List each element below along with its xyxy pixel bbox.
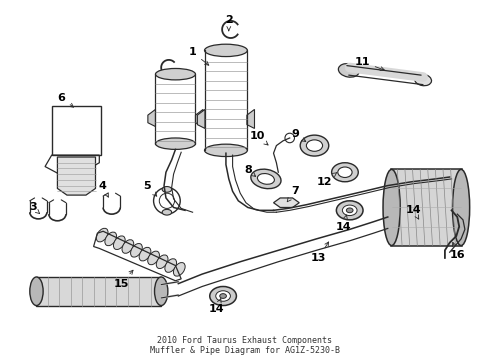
Ellipse shape: [122, 240, 133, 253]
Ellipse shape: [156, 255, 168, 269]
Ellipse shape: [306, 140, 322, 151]
Ellipse shape: [155, 68, 195, 80]
Polygon shape: [195, 109, 203, 127]
Text: 2: 2: [224, 15, 232, 31]
Ellipse shape: [147, 251, 159, 265]
Ellipse shape: [451, 170, 468, 246]
Polygon shape: [246, 109, 254, 129]
Text: 16: 16: [448, 242, 464, 260]
Ellipse shape: [257, 174, 274, 184]
Ellipse shape: [419, 215, 426, 219]
Polygon shape: [273, 198, 299, 207]
Ellipse shape: [30, 277, 43, 306]
Ellipse shape: [204, 144, 247, 157]
Ellipse shape: [162, 210, 171, 215]
Ellipse shape: [337, 167, 351, 177]
Text: 10: 10: [249, 131, 267, 145]
Polygon shape: [57, 157, 95, 195]
Ellipse shape: [346, 208, 352, 213]
Ellipse shape: [415, 212, 429, 222]
Text: 2010 Ford Taurus Exhaust Components
Muffler & Pipe Diagram for AG1Z-5230-B: 2010 Ford Taurus Exhaust Components Muff…: [149, 336, 339, 355]
Ellipse shape: [414, 74, 430, 86]
Ellipse shape: [173, 262, 185, 276]
Text: 12: 12: [316, 172, 336, 187]
Bar: [52, 105, 101, 155]
Polygon shape: [147, 109, 155, 127]
Ellipse shape: [300, 135, 328, 156]
Ellipse shape: [113, 236, 125, 249]
Text: 4: 4: [98, 181, 108, 197]
Ellipse shape: [219, 294, 226, 298]
Ellipse shape: [209, 287, 236, 306]
Bar: [36, 277, 161, 306]
Text: 14: 14: [405, 205, 421, 219]
Text: 7: 7: [286, 186, 299, 202]
Ellipse shape: [409, 207, 435, 226]
Text: 8: 8: [244, 165, 255, 176]
Text: 11: 11: [354, 57, 384, 71]
Text: 13: 13: [310, 242, 328, 263]
Ellipse shape: [382, 170, 399, 246]
Ellipse shape: [162, 186, 171, 192]
Ellipse shape: [215, 291, 230, 301]
Ellipse shape: [104, 232, 116, 246]
Polygon shape: [197, 109, 204, 129]
Ellipse shape: [164, 259, 176, 273]
Ellipse shape: [130, 243, 142, 257]
Bar: [390, 170, 461, 246]
Ellipse shape: [204, 44, 247, 57]
Text: 9: 9: [291, 129, 305, 141]
Text: 14: 14: [335, 215, 350, 231]
Text: 15: 15: [113, 270, 133, 289]
Ellipse shape: [155, 138, 195, 149]
Ellipse shape: [154, 277, 167, 306]
Ellipse shape: [250, 169, 281, 189]
Ellipse shape: [139, 247, 151, 261]
Ellipse shape: [331, 163, 358, 182]
Text: 1: 1: [188, 47, 208, 65]
Text: 14: 14: [208, 299, 224, 314]
Text: 3: 3: [29, 202, 40, 213]
Ellipse shape: [336, 201, 362, 220]
Ellipse shape: [342, 205, 356, 216]
Ellipse shape: [338, 64, 358, 77]
Ellipse shape: [96, 228, 108, 242]
Text: 5: 5: [143, 181, 157, 196]
Text: 6: 6: [57, 93, 73, 107]
